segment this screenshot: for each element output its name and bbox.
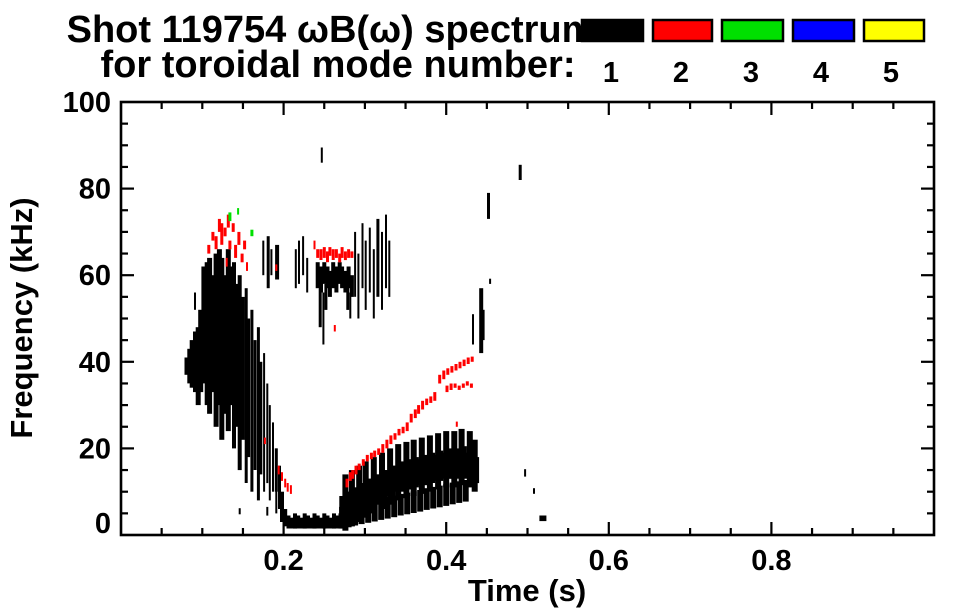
y-tick-label: 60 xyxy=(79,260,111,292)
chart-title: Shot 119754 ωB(ω) spectrum xyxy=(67,9,596,51)
x-axis-title: Time (s) xyxy=(468,573,586,608)
x-tick-label: 0.8 xyxy=(751,545,791,577)
y-tick-label: 80 xyxy=(79,174,111,206)
legend-swatch-mode4 xyxy=(791,18,856,43)
legend-swatch-mode3 xyxy=(720,18,785,43)
legend-label-mode3: 3 xyxy=(743,57,759,89)
legend-label-mode4: 4 xyxy=(813,57,829,89)
series-mode-1 xyxy=(184,147,547,531)
y-axis-title: Frequency (kHz) xyxy=(4,197,39,438)
legend: 1 2 3 4 5 xyxy=(580,18,926,89)
tick-labels: 0.2 0.4 0.6 0.8 0 20 40 60 80 100 xyxy=(63,87,792,577)
x-tick-label: 0.2 xyxy=(263,545,303,577)
legend-label-mode5: 5 xyxy=(883,57,899,89)
legend-swatch-mode2 xyxy=(651,18,714,43)
y-tick-label: 0 xyxy=(95,508,111,540)
y-tick-label: 40 xyxy=(79,347,111,379)
legend-label-mode2: 2 xyxy=(673,57,689,89)
x-tick-label: 0.6 xyxy=(589,545,629,577)
chart-subtitle: for toroidal mode number: xyxy=(101,44,576,86)
y-tick-label: 100 xyxy=(63,87,111,119)
legend-swatch-mode5 xyxy=(862,18,926,43)
y-tick-label: 20 xyxy=(79,433,111,465)
series-mode-2 xyxy=(207,214,474,494)
series-mode-3 xyxy=(228,208,254,237)
legend-swatch-mode1 xyxy=(580,18,645,43)
x-tick-label: 0.4 xyxy=(426,545,466,577)
plot-area: 0.2 0.4 0.6 0.8 0 20 40 60 80 100 xyxy=(63,87,936,577)
legend-label-mode1: 1 xyxy=(603,57,619,89)
